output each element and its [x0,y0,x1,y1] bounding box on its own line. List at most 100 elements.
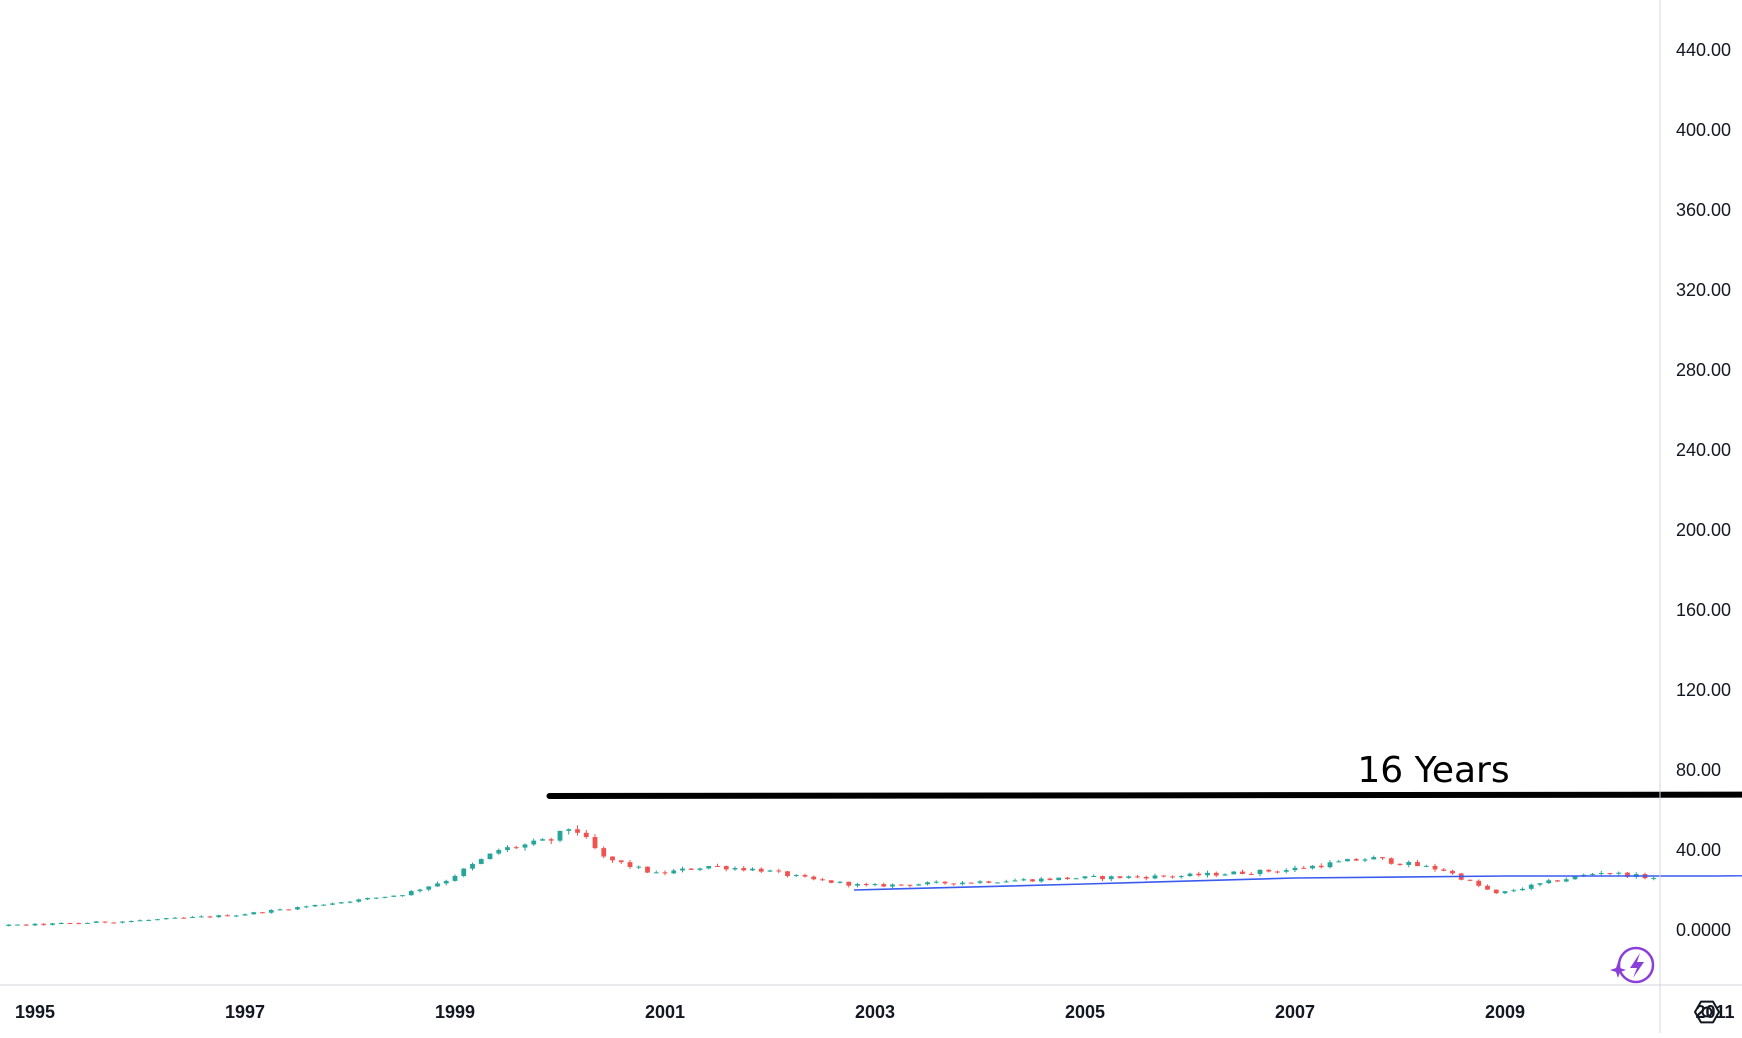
candle [391,895,396,897]
candle [1188,873,1193,877]
candle-body [453,876,458,881]
candle [715,864,720,867]
candle-body [1205,873,1210,875]
candle [706,866,711,869]
candle [943,881,948,884]
candle [330,903,335,905]
candle-body [435,883,440,886]
candle [1511,889,1516,892]
candle-body [1074,878,1079,879]
candle [741,866,746,871]
candle [1170,875,1175,878]
candle-body [1126,876,1131,877]
candle-body [1056,878,1061,880]
candle [803,874,808,878]
candle [260,912,265,914]
candle-body [540,839,545,840]
candle-body [1555,880,1560,881]
candle-body [111,922,116,923]
candle-body [85,923,90,924]
candle [628,860,633,869]
candle-body [1328,862,1333,867]
candle [610,856,615,863]
candle [120,921,125,923]
x-tick-label: 1999 [435,1002,475,1022]
candle-body [173,918,178,919]
candle [1433,864,1438,872]
candle [566,829,571,835]
candle-body [934,882,939,883]
candle [103,921,108,923]
lightning-bolt-icon[interactable] [1610,948,1653,982]
candle-body [155,919,160,920]
candle-body [1048,879,1053,880]
candle [1398,863,1403,865]
candle-body [663,872,668,873]
moving-average-layer [854,510,1742,890]
candle-body [1511,890,1516,891]
candle-body [785,871,790,876]
candle-body [59,923,64,924]
candle-body [846,882,851,886]
candle [1048,878,1053,881]
candle [348,901,353,903]
candle [470,863,475,871]
candle-body [1336,861,1341,862]
candle [978,880,983,884]
candle [689,868,694,870]
candle-body [873,884,878,885]
candle-body [1083,876,1088,878]
candle-body [1476,881,1481,886]
candle [1109,876,1114,882]
candle-body [654,872,659,873]
candle-body [1546,880,1551,883]
candle-body [794,875,799,876]
candle-body [68,923,73,924]
candle [146,919,151,920]
candle [321,904,326,906]
candle [846,882,851,888]
candle [453,874,458,881]
candle [908,884,913,887]
candle [873,883,878,886]
candle-body [1371,857,1376,859]
candle-body [890,884,895,886]
candle [523,843,528,850]
candle [881,883,886,887]
annotation-label[interactable]: 16 Years [1357,750,1509,791]
candle [1021,878,1026,881]
annotation-arrow-shaft[interactable] [550,794,1742,796]
candle [1258,869,1263,876]
annotation-layer: 16 Years [550,750,1742,831]
candle [654,871,659,874]
candle [1319,863,1324,868]
y-tick-label: 160.00 [1676,600,1731,620]
candle [549,838,554,844]
candle [1616,872,1621,876]
candle-body [103,921,108,922]
candle-body [94,921,99,922]
candle [575,825,580,835]
candle-body [1651,878,1656,879]
candle [1249,872,1254,875]
candle [1415,860,1420,867]
candle [339,902,344,904]
candle-body [724,866,729,869]
candle [864,883,869,887]
candle [1065,877,1070,880]
candle [1380,857,1385,860]
candle [1301,866,1306,869]
candle-body [260,912,265,913]
candle [444,880,449,886]
candle [1126,875,1131,879]
candle-body [943,882,948,884]
candle-body [899,884,904,885]
candle-body [225,915,230,916]
candle [1406,860,1411,867]
candle [199,915,204,917]
candle [969,882,974,883]
candle-body [584,833,589,837]
